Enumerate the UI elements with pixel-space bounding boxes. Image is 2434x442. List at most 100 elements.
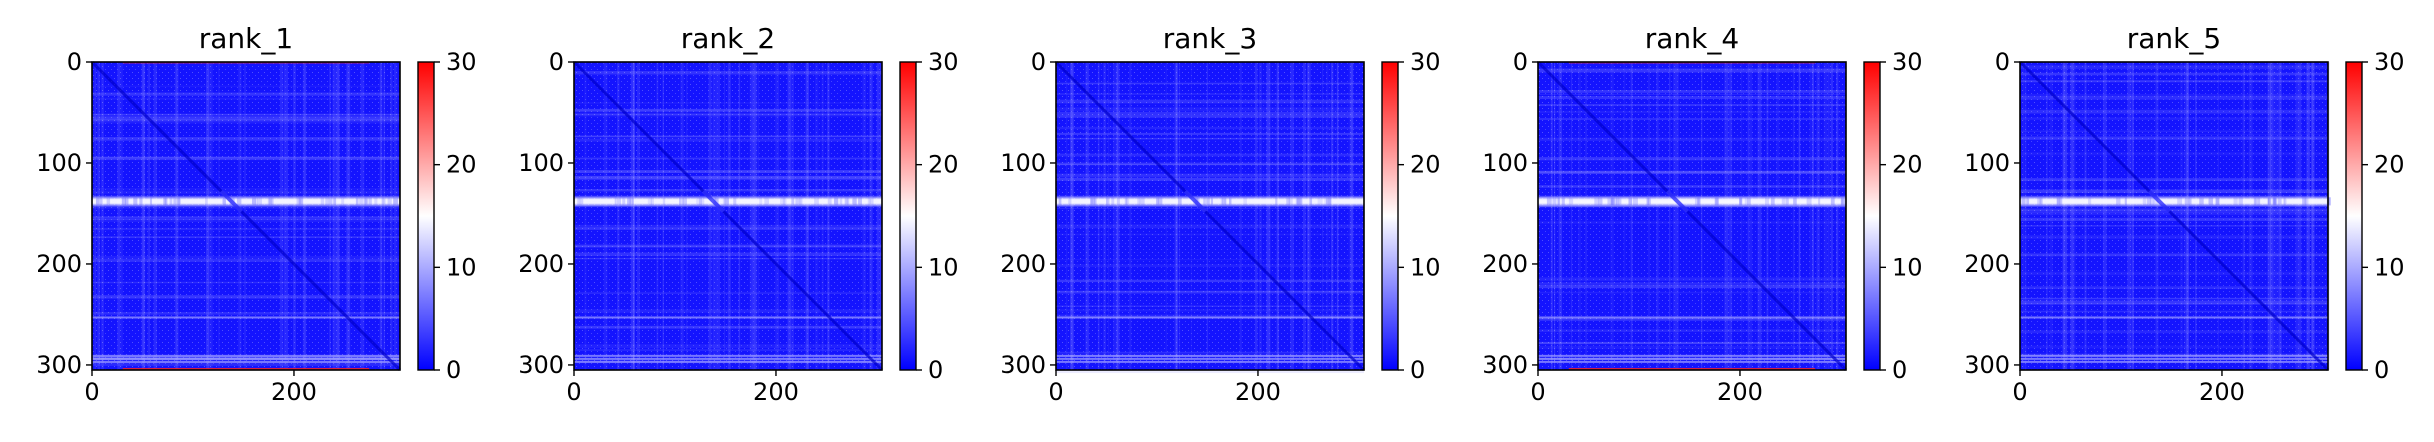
heatmap-band-speckle: [1296, 197, 1301, 206]
heatmap-band-speckle: [764, 197, 770, 206]
heatmap-band-speckle: [1105, 197, 1109, 206]
heatmap-band-speckle: [133, 197, 138, 206]
heatmap-band-speckle: [1106, 197, 1110, 206]
heatmap-band-speckle: [1116, 197, 1120, 206]
y-tick-label: 100: [1000, 149, 1046, 177]
heatmap-band-speckle: [834, 197, 839, 206]
x-tick-label: 0: [566, 378, 581, 406]
heatmap-diagonal-band-crossing: [219, 189, 243, 213]
y-tick-label: 100: [36, 149, 82, 177]
heatmap-band-speckle: [627, 197, 632, 206]
heatmap-band-speckle: [2272, 197, 2278, 206]
heatmap-band-speckle: [1288, 197, 1293, 206]
colorbar-tick-label: 20: [928, 151, 959, 179]
colorbar-frame: [1863, 61, 1881, 371]
heatmap-band-speckle: [723, 197, 729, 206]
y-tick-label: 300: [518, 351, 564, 379]
heatmap-band-speckle: [2187, 197, 2192, 206]
panel-title: rank_3: [1163, 22, 1257, 55]
heatmap-band-speckle: [2304, 197, 2309, 206]
heatmap-band-speckle: [139, 197, 143, 206]
heatmap-band-speckle: [205, 197, 208, 206]
heatmap-band-speckle: [1327, 197, 1332, 206]
heatmap-band-speckle: [1830, 197, 1835, 206]
heatmap-band-speckle: [1093, 197, 1097, 206]
x-tick-label: 200: [2199, 378, 2245, 406]
colorbar: 0 10 20 30: [2345, 48, 2405, 384]
plot-frame: [1055, 61, 1365, 371]
heatmap-diagonal: [572, 60, 884, 372]
heatmap-band-speckle: [1155, 197, 1159, 206]
heatmap-band-speckle: [1747, 197, 1751, 206]
heatmap-band-speckle: [1557, 197, 1561, 206]
heatmap-band-speckle: [178, 197, 181, 206]
heatmap-band-speckle: [1546, 197, 1552, 206]
heatmap-band-speckle: [106, 197, 111, 206]
heatmap-band-speckle: [1124, 197, 1128, 206]
colorbar-tick-label: 30: [446, 48, 477, 76]
heatmap-band-speckle: [382, 197, 385, 206]
heatmap-band-speckle: [1632, 197, 1638, 206]
heatmap-band-speckle: [678, 197, 682, 206]
heatmap-band-speckle: [577, 197, 581, 206]
heatmap-band-speckle: [2326, 197, 2331, 206]
plot-frame: [2019, 61, 2329, 371]
heatmap-bottom-red-edge: [122, 368, 370, 370]
heatmap-band-speckle: [1840, 197, 1844, 206]
colorbar-tick-label: 30: [1410, 48, 1441, 76]
heatmap-band-speckle: [1157, 197, 1163, 206]
heatmap-band-speckle: [1286, 197, 1291, 206]
panel-title: rank_4: [1645, 22, 1739, 55]
heatmap-band-speckle: [631, 197, 634, 206]
heatmap-band-speckle: [1697, 197, 1701, 206]
heatmap-band-speckle: [2199, 197, 2204, 206]
colorbar-gradient: [1864, 62, 1880, 370]
x-tick-label: 0: [1048, 378, 1063, 406]
panel-title: rank_2: [681, 22, 775, 55]
heatmap-band-speckle: [724, 197, 729, 206]
heatmap-band-speckle: [1137, 197, 1141, 206]
colorbar-frame: [2345, 61, 2363, 371]
heatmap-band-speckle: [1744, 197, 1748, 206]
heatmap-band-speckle: [99, 197, 103, 206]
heatmap-band-speckle: [363, 197, 367, 206]
heatmap-band-speckle: [2026, 197, 2030, 206]
heatmap-band-speckle: [2283, 197, 2286, 206]
heatmap-band-speckle: [333, 197, 337, 206]
colorbar-tick-label: 0: [2374, 356, 2389, 384]
heatmap-band-speckle: [169, 197, 173, 206]
heatmap-band-speckle: [1785, 197, 1789, 206]
y-tick-label: 300: [1964, 351, 2010, 379]
plot-frame: [91, 61, 401, 371]
colorbar-frame: [417, 61, 435, 371]
heatmap-band-speckle: [268, 197, 274, 206]
heatmap-band-speckle: [267, 197, 273, 206]
heatmap-band-speckle: [614, 197, 617, 206]
heatmap-band-speckle: [622, 197, 626, 206]
heatmap-band-speckle: [374, 197, 378, 206]
colorbar-frame: [1381, 61, 1399, 371]
heatmap-band-speckle: [733, 197, 737, 206]
heatmap-band-speckle: [858, 197, 862, 206]
heatmap-band-speckle: [1781, 197, 1786, 206]
heatmap-band-speckle: [780, 197, 786, 206]
heatmap-band-speckle: [2253, 197, 2257, 206]
x-tick-label: 0: [1530, 378, 1545, 406]
heatmap-band-speckle: [1090, 197, 1094, 206]
heatmap-band-speckle: [1841, 197, 1846, 206]
heatmap-band-speckle: [647, 197, 652, 206]
heatmap-diagonal: [2018, 60, 2330, 372]
colorbar-gradient: [900, 62, 916, 370]
heatmap-band-speckle: [298, 197, 304, 206]
y-tick-label: 0: [1031, 48, 1046, 76]
colorbar-tick-label: 0: [928, 356, 943, 384]
heatmap-diagonal-band-crossing: [2147, 189, 2171, 213]
heatmap-band-speckle: [1561, 197, 1565, 206]
heatmap-band-speckle: [867, 197, 871, 206]
heatmap-band-speckle: [700, 197, 705, 206]
